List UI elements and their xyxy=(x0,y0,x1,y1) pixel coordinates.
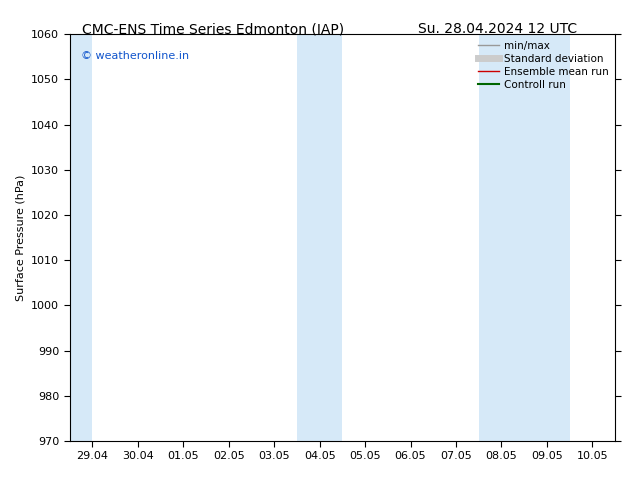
Text: Su. 28.04.2024 12 UTC: Su. 28.04.2024 12 UTC xyxy=(418,22,578,36)
Bar xyxy=(70,34,93,441)
Text: © weatheronline.in: © weatheronline.in xyxy=(81,50,189,61)
Bar xyxy=(479,34,569,441)
Legend: min/max, Standard deviation, Ensemble mean run, Controll run: min/max, Standard deviation, Ensemble me… xyxy=(474,36,613,94)
Y-axis label: Surface Pressure (hPa): Surface Pressure (hPa) xyxy=(16,174,25,301)
Bar xyxy=(297,34,342,441)
Text: CMC-ENS Time Series Edmonton (IAP): CMC-ENS Time Series Edmonton (IAP) xyxy=(82,22,344,36)
